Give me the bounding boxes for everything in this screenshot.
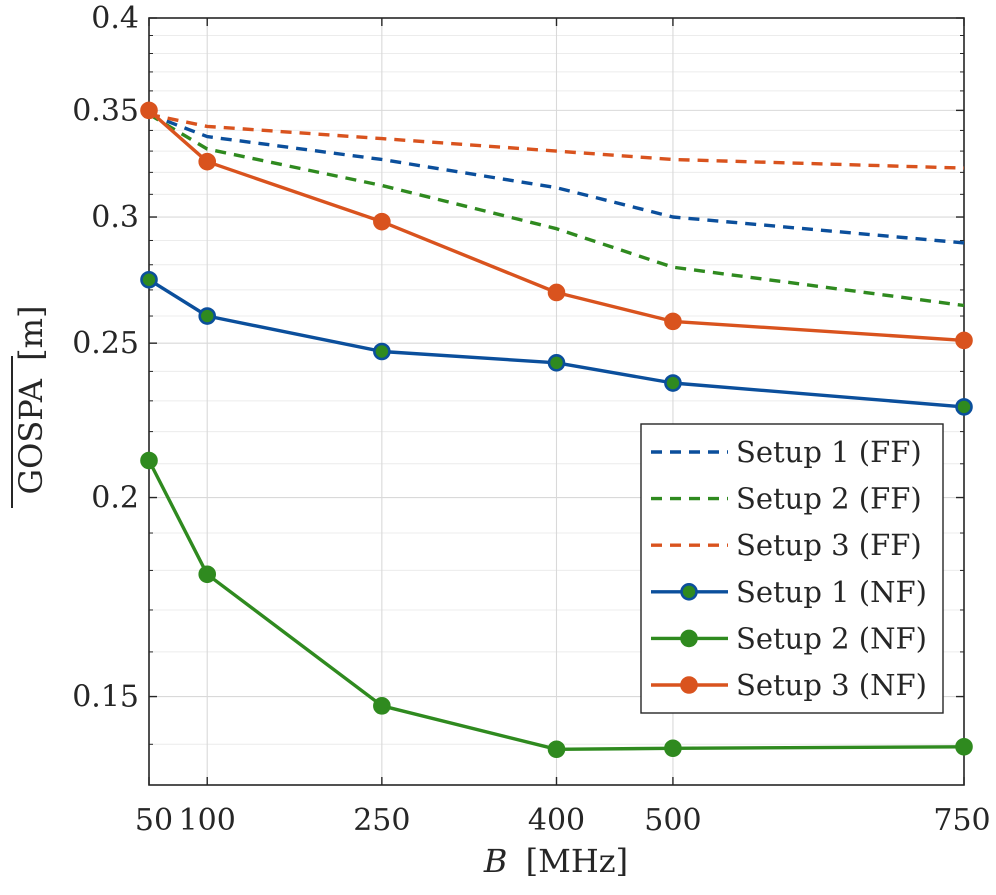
- y-tick-label: 0.35: [72, 93, 139, 128]
- series-line-3: [148, 112, 965, 170]
- y-tick-label: 0.4: [91, 1, 139, 36]
- legend-label: Setup 2 (NF): [736, 621, 927, 655]
- series-group: [140, 101, 973, 759]
- axis-ticks: [148, 17, 965, 785]
- data-point: [373, 212, 391, 231]
- data-point: [198, 565, 217, 584]
- data-point: [955, 737, 973, 756]
- data-point: [373, 697, 391, 715]
- y-tick-label: 0.3: [91, 200, 139, 235]
- x-tick-labels: 50 100 250 400 500 750: [135, 803, 991, 838]
- data-point: [955, 331, 973, 350]
- data-point: [547, 283, 566, 302]
- series-line-6: [147, 109, 965, 343]
- x-tick-label: 400: [528, 803, 585, 838]
- legend-label: Setup 3 (NF): [736, 668, 927, 702]
- data-point: [664, 374, 682, 392]
- y-tick-labels: 0.15 0.2 0.25 0.3 0.35 0.4: [72, 1, 139, 715]
- data-point: [547, 354, 566, 372]
- legend-marker: [680, 582, 698, 601]
- data-point: [140, 101, 158, 120]
- svg-text:GOSPA [m]: GOSPA [m]: [12, 306, 50, 495]
- y-axis-quantity: GOSPA: [12, 378, 50, 494]
- legend: Setup 1 (FF) Setup 2 (FF) Setup 3 (FF) Setu…: [640, 423, 944, 714]
- x-axis-variable: B: [483, 842, 508, 880]
- legend-marker: [680, 676, 698, 694]
- series-line-5: [147, 459, 965, 751]
- data-point: [547, 740, 566, 759]
- data-point: [140, 451, 158, 470]
- series-line-2: [148, 112, 965, 308]
- x-tick-label: 100: [179, 803, 236, 838]
- y-tick-label: 0.15: [72, 680, 139, 715]
- y-axis-unit: [m]: [12, 306, 50, 361]
- x-tick-label: 750: [933, 803, 990, 838]
- series-line-1: [148, 112, 965, 245]
- x-tick-label: 500: [644, 803, 701, 838]
- legend-label: Setup 2 (FF): [736, 482, 922, 516]
- data-point: [955, 398, 973, 416]
- data-point: [373, 342, 391, 361]
- data-point: [664, 739, 682, 758]
- legend-box: [640, 423, 944, 714]
- x-axis-label: B [MHz]: [483, 842, 628, 880]
- y-tick-label: 0.2: [91, 481, 139, 516]
- x-tick-label: 50: [135, 803, 173, 838]
- data-point: [140, 270, 158, 289]
- data-point: [198, 307, 217, 325]
- x-axis-unit: [MHz]: [526, 842, 629, 880]
- legend-label: Setup 3 (FF): [736, 528, 922, 562]
- legend-marker: [680, 629, 698, 648]
- y-tick-label: 0.25: [72, 326, 139, 361]
- x-tick-label: 250: [353, 803, 410, 838]
- data-point: [198, 152, 217, 171]
- series-line-4: [148, 278, 965, 409]
- y-axis-label: GOSPA [m]: [11, 306, 50, 508]
- data-point: [664, 312, 682, 331]
- legend-label: Setup 1 (FF): [736, 435, 922, 469]
- legend-label: Setup 1 (NF): [736, 575, 927, 609]
